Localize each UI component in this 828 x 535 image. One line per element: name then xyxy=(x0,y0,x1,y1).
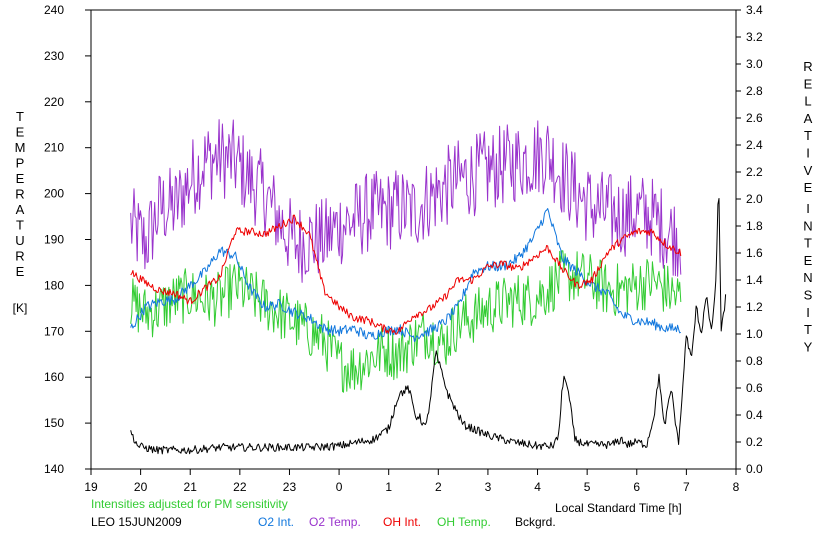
x-axis-label: Local Standard Time [h] xyxy=(555,501,682,515)
right-title-letter: I xyxy=(806,305,810,320)
right-tick-label: 0.2 xyxy=(746,435,763,449)
right-tick-label: 0.0 xyxy=(746,462,763,476)
legend-oh-int: OH Int. xyxy=(383,515,421,529)
station-label: LEO 15JUN2009 xyxy=(91,515,182,529)
right-title-letter: V xyxy=(804,163,813,178)
left-tick-label: 220 xyxy=(44,95,64,109)
right-title-letter: N xyxy=(803,218,812,233)
right-title-letter: L xyxy=(804,94,811,109)
left-tick-label: 240 xyxy=(44,3,64,17)
left-title-letter: E xyxy=(16,264,25,279)
x-tick-label: 2 xyxy=(435,480,442,494)
right-tick-label: 2.6 xyxy=(746,111,763,125)
left-axis-unit: [K] xyxy=(13,301,28,315)
series-bckgrd-line xyxy=(130,198,727,455)
legend-o2-int: O2 Int. xyxy=(258,515,294,529)
x-tick-label: 0 xyxy=(336,480,343,494)
left-tick-label: 160 xyxy=(44,370,64,384)
left-tick-label: 210 xyxy=(44,141,64,155)
left-title-letter: T xyxy=(16,218,24,233)
right-title-letter: T xyxy=(804,128,812,143)
right-tick-label: 2.2 xyxy=(746,165,763,179)
right-tick-label: 3.0 xyxy=(746,57,763,71)
left-title-letter: P xyxy=(16,156,25,171)
right-title-letter: I xyxy=(806,201,810,216)
left-tick-label: 190 xyxy=(44,233,64,247)
right-tick-label: 3.4 xyxy=(746,3,763,17)
left-title-letter: E xyxy=(16,171,25,186)
left-tick-label: 200 xyxy=(44,187,64,201)
right-tick-label: 2.8 xyxy=(746,84,763,98)
series-layer xyxy=(130,119,727,455)
x-tick-label: 19 xyxy=(84,480,98,494)
x-tick-label: 4 xyxy=(534,480,541,494)
left-tick-label: 170 xyxy=(44,324,64,338)
right-tick-label: 1.2 xyxy=(746,300,763,314)
right-title-letter: S xyxy=(804,288,813,303)
x-tick-label: 7 xyxy=(683,480,690,494)
legend-o2-temp: O2 Temp. xyxy=(309,515,361,529)
right-tick-label: 1.4 xyxy=(746,273,763,287)
left-title-letter: M xyxy=(15,140,26,155)
x-tick-label: 6 xyxy=(633,480,640,494)
series-o2-int-line xyxy=(130,208,682,343)
plot-frame xyxy=(90,9,737,470)
left-axis: 140 150 160 170 180 190 200 210 220 230 240 xyxy=(44,3,91,476)
series-o2-temp-line xyxy=(130,119,682,283)
x-axis: 19 20 21 22 23 0 1 2 3 4 5 6 7 8 xyxy=(84,469,740,494)
right-title-letter: A xyxy=(804,111,813,126)
x-tick-label: 22 xyxy=(233,480,247,494)
left-title-letter: R xyxy=(15,187,24,202)
legend-bckgrd: Bckgrd. xyxy=(515,515,556,529)
legend-oh-temp: OH Temp. xyxy=(437,515,491,529)
right-title-letter: E xyxy=(804,253,813,268)
left-title-letter: R xyxy=(15,249,24,264)
right-title-letter: N xyxy=(803,270,812,285)
sensitivity-note: Intensities adjusted for PM sensitivity xyxy=(91,497,288,511)
x-tick-label: 21 xyxy=(184,480,198,494)
series-oh-temp-line xyxy=(130,250,682,393)
right-title-letter: I xyxy=(806,146,810,161)
left-title-letter: E xyxy=(16,125,25,140)
x-tick-label: 20 xyxy=(134,480,148,494)
x-tick-label: 23 xyxy=(283,480,297,494)
right-tick-label: 1.0 xyxy=(746,327,763,341)
right-title-letter: Y xyxy=(804,339,813,354)
right-tick-label: 0.4 xyxy=(746,408,763,422)
x-tick-label: 5 xyxy=(584,480,591,494)
right-title-letter: T xyxy=(804,236,812,251)
right-tick-label: 0.6 xyxy=(746,381,763,395)
left-tick-label: 230 xyxy=(44,49,64,63)
left-tick-label: 150 xyxy=(44,416,64,430)
left-title-letter: T xyxy=(16,109,24,124)
left-tick-label: 180 xyxy=(44,278,64,292)
right-tick-label: 0.8 xyxy=(746,354,763,368)
right-tick-label: 1.6 xyxy=(746,246,763,260)
series-oh-int-line xyxy=(130,214,682,335)
right-title-letter: E xyxy=(804,180,813,195)
right-axis: 0.0 0.2 0.4 0.6 0.8 1.0 1.2 1.4 1.6 1.8 2.0 2.2 2.4 2… xyxy=(736,3,763,476)
right-tick-label: 3.2 xyxy=(746,30,763,44)
right-title-letter: T xyxy=(804,322,812,337)
left-title-letter: A xyxy=(16,202,25,217)
x-tick-label: 8 xyxy=(733,480,740,494)
left-title-letter: U xyxy=(15,233,24,248)
x-tick-label: 1 xyxy=(385,480,392,494)
right-tick-label: 1.8 xyxy=(746,219,763,233)
right-title-letter: R xyxy=(803,59,812,74)
right-title-letter: E xyxy=(804,76,813,91)
left-tick-label: 140 xyxy=(44,462,64,476)
right-tick-label: 2.4 xyxy=(746,138,763,152)
right-tick-label: 2.0 xyxy=(746,192,763,206)
x-tick-label: 3 xyxy=(485,480,492,494)
